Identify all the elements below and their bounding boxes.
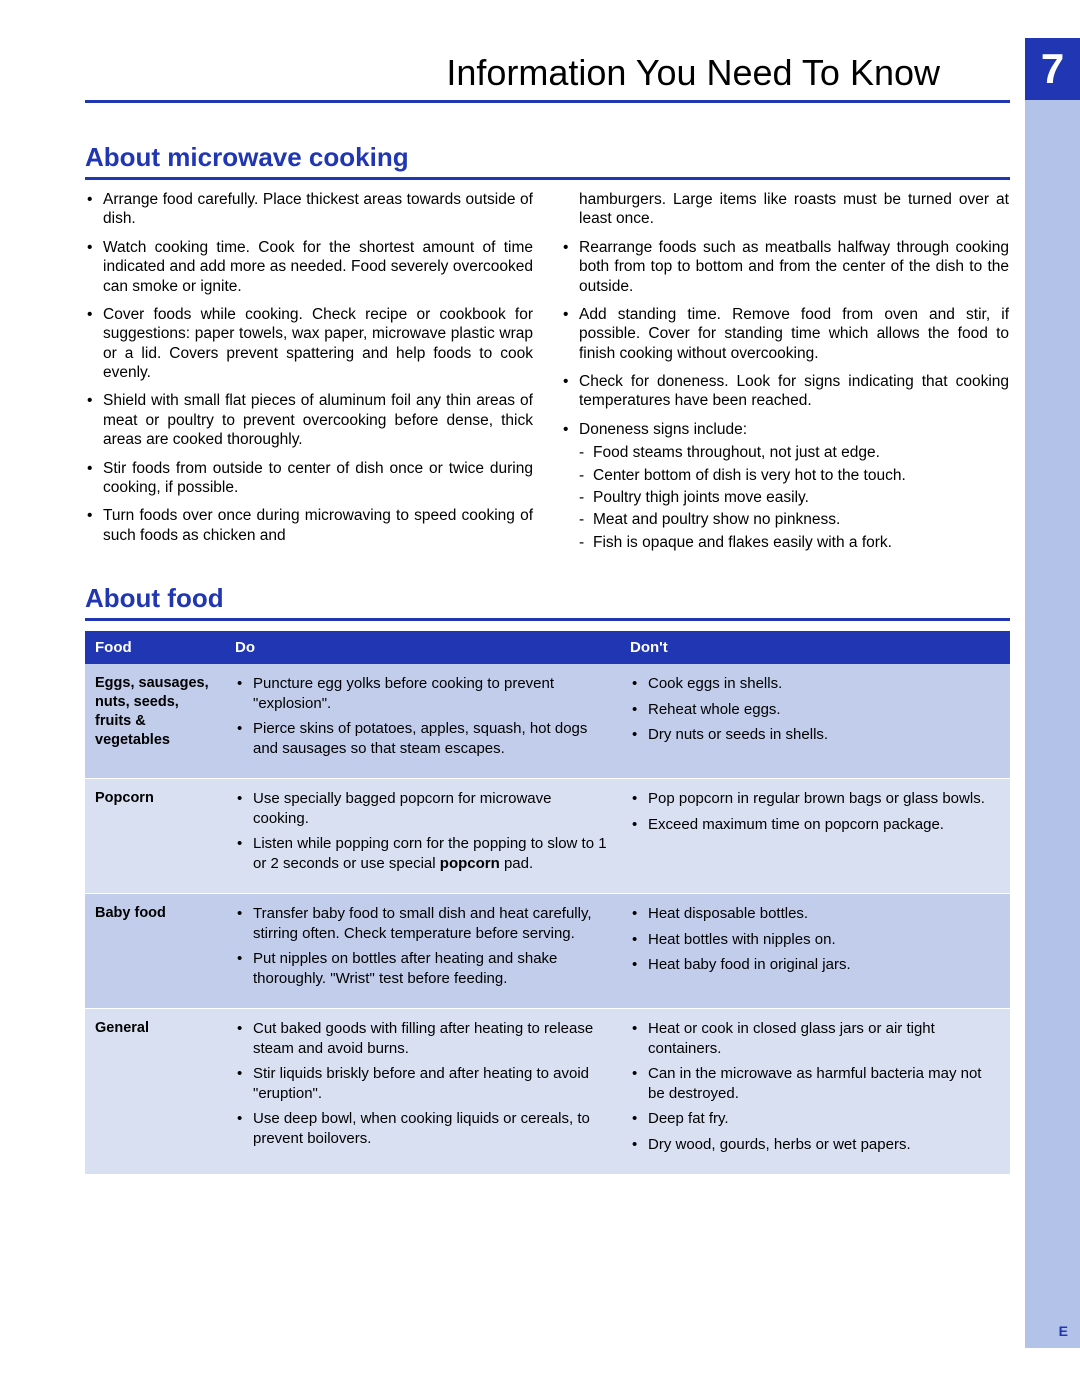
do-item: Pierce skins of potatoes, apples, squash… (235, 719, 610, 758)
col-food: Food (85, 631, 225, 664)
page-number: 7 (1025, 38, 1080, 100)
page-header: Information You Need To Know (85, 52, 1010, 103)
do-item: Use deep bowl, when cooking liquids or c… (235, 1109, 610, 1148)
food-table: Food Do Don't Eggs, sausages, nuts, seed… (85, 631, 1010, 1175)
dont-cell: Cook eggs in shells. Reheat whole eggs. Dr… (620, 664, 1010, 779)
table-header-row: Food Do Don't (85, 631, 1010, 664)
food-name-cell: General (85, 1009, 225, 1175)
dont-cell: Pop popcorn in regular brown bags or gla… (620, 779, 1010, 894)
cooking-list-right: Rearrange foods such as meatballs halfwa… (561, 238, 1009, 552)
two-column-block: Arrange food carefully. Place thickest a… (85, 190, 1010, 561)
page-title: Information You Need To Know (85, 52, 1010, 100)
dont-item: Dry wood, gourds, herbs or wet papers. (630, 1135, 1000, 1155)
dont-cell: Heat disposable bottles. Heat bottles wit… (620, 894, 1010, 1009)
list-item: Doneness signs include: Food steams thro… (561, 420, 1009, 552)
dont-item: Reheat whole eggs. (630, 700, 1000, 720)
dont-item: Pop popcorn in regular brown bags or gla… (630, 789, 1000, 809)
section-food: About food Food Do Don't Eggs, sausages,… (85, 583, 1010, 1175)
do-cell: Use specially bagged popcorn for microwa… (225, 779, 620, 894)
header-rule (85, 100, 1010, 103)
sub-item: Center bottom of dish is very hot to the… (579, 466, 1009, 485)
content-area: About microwave cooking Arrange food car… (85, 142, 1010, 1175)
do-item: Stir liquids briskly before and after he… (235, 1064, 610, 1103)
sidebar-stripe (1025, 38, 1080, 1348)
do-item: Listen while popping corn for the poppin… (235, 834, 610, 873)
table-body: Eggs, sausages, nuts, seeds, fruits & ve… (85, 664, 1010, 1175)
col-dont: Don't (620, 631, 1010, 664)
do-item: Transfer baby food to small dish and hea… (235, 904, 610, 943)
sub-item: Food steams throughout, not just at edge… (579, 443, 1009, 462)
do-item: Use specially bagged popcorn for microwa… (235, 789, 610, 828)
dont-item: Can in the microwave as harmful bacteria… (630, 1064, 1000, 1103)
dont-item: Heat disposable bottles. (630, 904, 1000, 924)
dont-item: Deep fat fry. (630, 1109, 1000, 1129)
table-row: General Cut baked goods with filling afte… (85, 1009, 1010, 1175)
do-item: Puncture egg yolks before cooking to pre… (235, 674, 610, 713)
table-row: Eggs, sausages, nuts, seeds, fruits & ve… (85, 664, 1010, 779)
list-item: Watch cooking time. Cook for the shortes… (85, 238, 533, 296)
right-column: hamburgers. Large items like roasts must… (561, 190, 1009, 561)
list-item: Rearrange foods such as meatballs halfwa… (561, 238, 1009, 296)
table-row: Popcorn Use specially bagged popcorn for … (85, 779, 1010, 894)
list-item: Cover foods while cooking. Check recipe … (85, 305, 533, 383)
dont-item: Dry nuts or seeds in shells. (630, 725, 1000, 745)
section-title-food: About food (85, 583, 1010, 621)
list-item: Arrange food carefully. Place thickest a… (85, 190, 533, 229)
list-item: Check for doneness. Look for signs indic… (561, 372, 1009, 411)
do-cell: Puncture egg yolks before cooking to pre… (225, 664, 620, 779)
list-item: Turn foods over once during microwaving … (85, 506, 533, 545)
left-column: Arrange food carefully. Place thickest a… (85, 190, 533, 561)
do-item: Cut baked goods with filling after heati… (235, 1019, 610, 1058)
doneness-lead: Doneness signs include: (579, 421, 747, 438)
page: 7 E Information You Need To Know About m… (0, 0, 1080, 1397)
list-item: Shield with small flat pieces of aluminu… (85, 391, 533, 449)
dont-item: Cook eggs in shells. (630, 674, 1000, 694)
dont-item: Heat or cook in closed glass jars or air… (630, 1019, 1000, 1058)
food-name-cell: Popcorn (85, 779, 225, 894)
dont-cell: Heat or cook in closed glass jars or air… (620, 1009, 1010, 1175)
do-cell: Transfer baby food to small dish and hea… (225, 894, 620, 1009)
doneness-sublist: Food steams throughout, not just at edge… (579, 443, 1009, 552)
dont-item: Exceed maximum time on popcorn package. (630, 815, 1000, 835)
do-item: Put nipples on bottles after heating and… (235, 949, 610, 988)
sub-item: Fish is opaque and flakes easily with a … (579, 533, 1009, 552)
col-do: Do (225, 631, 620, 664)
continuation-text: hamburgers. Large items like roasts must… (561, 190, 1009, 229)
cooking-list-left: Arrange food carefully. Place thickest a… (85, 190, 533, 545)
food-name-cell: Eggs, sausages, nuts, seeds, fruits & ve… (85, 664, 225, 779)
food-name-cell: Baby food (85, 894, 225, 1009)
sub-item: Poultry thigh joints move easily. (579, 488, 1009, 507)
list-item: Stir foods from outside to center of dis… (85, 459, 533, 498)
footer-letter: E (1059, 1323, 1068, 1339)
section-title-cooking: About microwave cooking (85, 142, 1010, 180)
list-item: Add standing time. Remove food from oven… (561, 305, 1009, 363)
dont-item: Heat bottles with nipples on. (630, 930, 1000, 950)
table-row: Baby food Transfer baby food to small dis… (85, 894, 1010, 1009)
sub-item: Meat and poultry show no pinkness. (579, 510, 1009, 529)
dont-item: Heat baby food in original jars. (630, 955, 1000, 975)
do-cell: Cut baked goods with filling after heati… (225, 1009, 620, 1175)
